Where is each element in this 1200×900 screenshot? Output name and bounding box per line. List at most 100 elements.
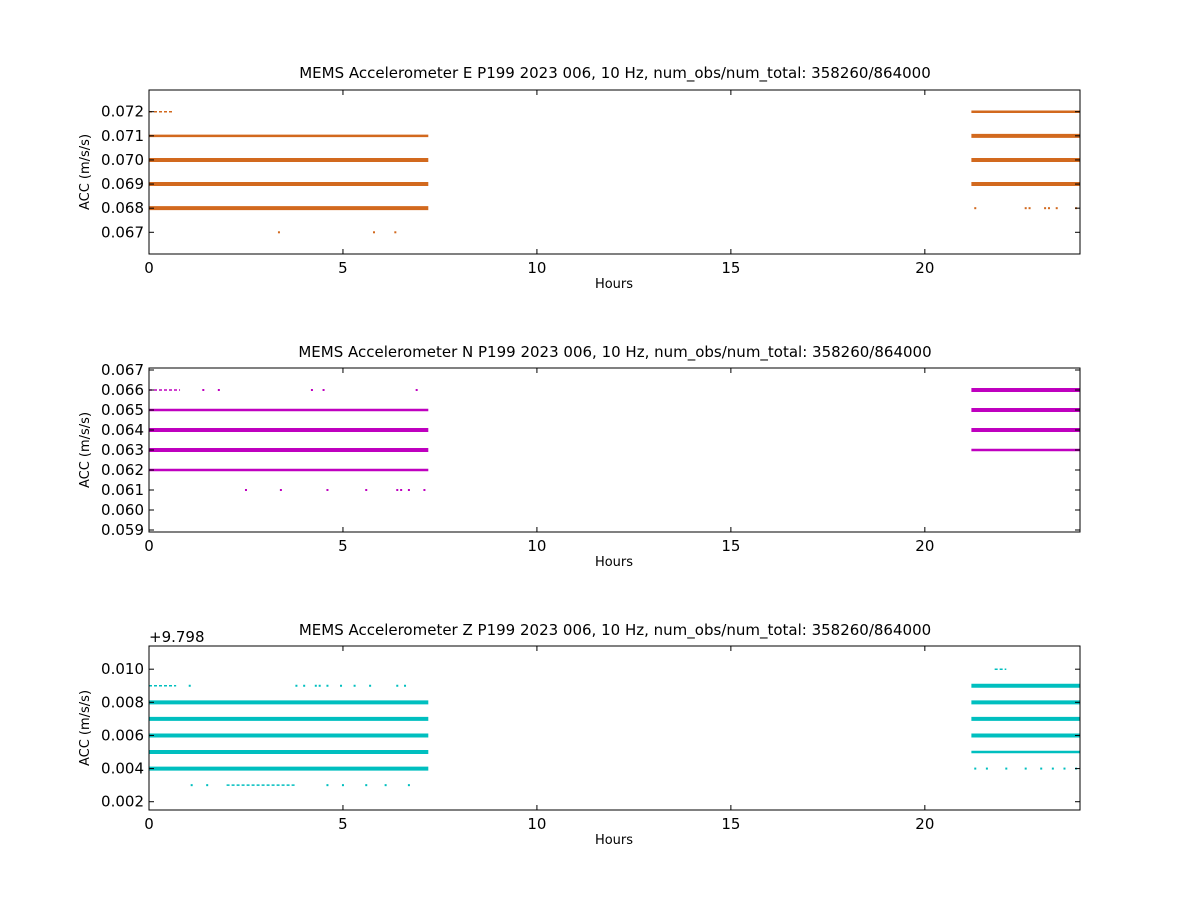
- x-tick-label: 20: [915, 537, 934, 555]
- panel-n-title: MEMS Accelerometer N P199 2023 006, 10 H…: [298, 343, 931, 362]
- data-point: [1055, 207, 1058, 210]
- x-tick-label: 0: [144, 259, 154, 277]
- y-tick-label: 0.061: [101, 481, 144, 499]
- data-point: [326, 489, 329, 491]
- panel-n: MEMS Accelerometer N P199 2023 006, 10 H…: [78, 343, 1081, 570]
- data-point: [295, 684, 298, 687]
- data-point: [1047, 207, 1050, 210]
- panel-n-ylabel: ACC (m/s/s): [78, 412, 93, 488]
- y-tick-label: 0.010: [101, 660, 144, 678]
- data-point: [1063, 767, 1066, 770]
- data-point: [372, 231, 375, 234]
- panel-n-plot: 0 5 10 15 20 0.059 0.060 0.061 0.062 0.063 0.064 0.…: [101, 361, 1081, 555]
- x-tick-label: 5: [338, 815, 348, 833]
- y-tick-label: 0.060: [101, 501, 144, 519]
- panel-z-ylabel: ACC (m/s/s): [78, 690, 93, 766]
- data-point: [310, 389, 313, 391]
- x-tick-label: 10: [527, 537, 546, 555]
- data-point: [188, 684, 191, 687]
- panel-e-xlabel: Hours: [595, 277, 633, 292]
- data-point: [985, 767, 988, 770]
- data-point: [404, 684, 407, 687]
- data-point: [365, 489, 368, 491]
- data-point: [279, 489, 282, 491]
- data-point: [1024, 767, 1027, 770]
- y-tick-label: 0.006: [101, 726, 144, 744]
- y-tick-label: 0.002: [101, 793, 144, 811]
- y-tick-label: 0.004: [101, 760, 144, 778]
- y-tick-label: 0.069: [101, 175, 144, 193]
- data-point: [365, 784, 368, 787]
- data-point: [322, 389, 325, 391]
- x-tick-label: 15: [721, 815, 740, 833]
- data-point: [353, 684, 356, 687]
- x-tick-label: 5: [338, 537, 348, 555]
- data-point: [394, 231, 397, 234]
- data-point: [396, 684, 399, 687]
- data-point: [340, 684, 343, 687]
- panel-e-ylabel: ACC (m/s/s): [78, 134, 93, 210]
- panel-z: MEMS Accelerometer Z P199 2023 006, 10 H…: [78, 621, 1081, 848]
- y-tick-label: 0.067: [101, 223, 144, 241]
- panel-e-plot: 0 5 10 15 20 0.067 0.068 0.069 0.070 0.071 0.072: [101, 89, 1081, 277]
- x-tick-label: 10: [527, 259, 546, 277]
- panel-z-plot: 0 5 10 15 20 0.002 0.004 0.006 0.008 0.010: [101, 645, 1081, 833]
- data-point: [326, 784, 329, 787]
- y-tick-label: 0.072: [101, 103, 144, 121]
- axes-frame: [148, 89, 1081, 255]
- x-tick-label: 0: [144, 815, 154, 833]
- data-point: [217, 389, 220, 391]
- data-point: [1005, 767, 1008, 770]
- y-tick-label: 0.059: [101, 521, 144, 539]
- panel-z-xlabel: Hours: [595, 833, 633, 848]
- data-point: [1051, 767, 1054, 770]
- panel-z-offset: +9.798: [149, 628, 205, 646]
- panel-e-title: MEMS Accelerometer E P199 2023 006, 10 H…: [299, 64, 931, 83]
- data-point: [369, 684, 372, 687]
- panel-n-xlabel: Hours: [595, 555, 633, 570]
- y-tick-label: 0.008: [101, 693, 144, 711]
- data-point: [277, 231, 280, 234]
- x-tick-label: 15: [721, 259, 740, 277]
- data-point: [190, 784, 193, 787]
- data-point: [1040, 767, 1043, 770]
- axes-frame: [148, 645, 1081, 811]
- data-point: [407, 489, 410, 491]
- data-point: [384, 784, 387, 787]
- y-tick-label: 0.066: [101, 381, 144, 399]
- x-tick-label: 5: [338, 259, 348, 277]
- data-point: [1028, 207, 1031, 210]
- y-tick-label: 0.062: [101, 461, 144, 479]
- data-point: [303, 684, 306, 687]
- data-point: [423, 489, 426, 491]
- data-point: [314, 684, 317, 687]
- data-point: [974, 767, 977, 770]
- y-tick-label: 0.067: [101, 361, 144, 379]
- x-tick-label: 15: [721, 537, 740, 555]
- x-tick-label: 0: [144, 537, 154, 555]
- data-point: [400, 489, 403, 491]
- data-point: [415, 389, 418, 391]
- y-tick-label: 0.070: [101, 151, 144, 169]
- x-tick-label: 10: [527, 815, 546, 833]
- data-point: [407, 784, 410, 787]
- data-point: [396, 489, 399, 491]
- y-tick-label: 0.071: [101, 127, 144, 145]
- data-point: [244, 489, 247, 491]
- data-point: [1044, 207, 1047, 210]
- data-point: [202, 389, 205, 391]
- panel-z-title: MEMS Accelerometer Z P199 2023 006, 10 H…: [299, 621, 931, 640]
- y-tick-label: 0.063: [101, 441, 144, 459]
- data-point: [341, 784, 344, 787]
- x-tick-label: 20: [915, 259, 934, 277]
- y-tick-label: 0.065: [101, 401, 144, 419]
- data-point: [1024, 207, 1027, 210]
- data-point: [318, 684, 321, 687]
- panel-e: MEMS Accelerometer E P199 2023 006, 10 H…: [78, 64, 1081, 292]
- data-point: [974, 207, 977, 210]
- y-tick-label: 0.064: [101, 421, 144, 439]
- data-point: [206, 784, 209, 787]
- data-point: [326, 684, 329, 687]
- y-tick-label: 0.068: [101, 199, 144, 217]
